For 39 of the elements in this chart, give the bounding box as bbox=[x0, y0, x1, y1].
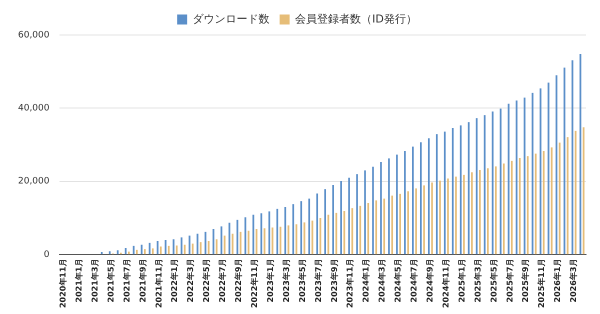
x-tick-label: 2023年5月 bbox=[298, 258, 307, 302]
y-tick-label: 40,000 bbox=[18, 104, 50, 114]
x-tick-label: 2023年9月 bbox=[330, 258, 339, 302]
x-tick-label: 2026年3月 bbox=[569, 258, 578, 302]
x-tick-label: 2023年11月 bbox=[346, 258, 355, 308]
legend-label: ダウンロード数 bbox=[192, 12, 270, 26]
x-tick-label: 2026年1月 bbox=[553, 258, 562, 302]
x-tick-label: 2025年1月 bbox=[457, 258, 466, 302]
y-tick-label: 20,000 bbox=[18, 176, 50, 187]
x-tick-label: 2025年7月 bbox=[505, 258, 514, 302]
x-tick-label: 2022年7月 bbox=[218, 258, 228, 302]
y-tick-label: 0 bbox=[44, 250, 50, 260]
x-tick-label: 2022年5月 bbox=[202, 258, 212, 302]
x-tick-label: 2021年5月 bbox=[106, 258, 116, 302]
x-tick-label: 2024年11月 bbox=[441, 258, 450, 308]
x-tick-label: 2022年11月 bbox=[250, 258, 260, 308]
x-tick-label: 2025年9月 bbox=[521, 258, 530, 302]
x-tick-label: 2021年1月 bbox=[74, 258, 84, 302]
x-tick-label: 2020年11月 bbox=[58, 258, 68, 308]
x-tick-label: 2023年1月 bbox=[266, 258, 275, 302]
x-tick-label: 2024年9月 bbox=[426, 258, 435, 302]
x-tick-label: 2025年5月 bbox=[489, 258, 498, 302]
y-tick-label: 60,000 bbox=[18, 30, 50, 40]
x-tick-label: 2022年3月 bbox=[186, 258, 196, 302]
x-tick-label: 2021年11月 bbox=[154, 258, 164, 308]
x-tick-label: 2022年1月 bbox=[170, 258, 180, 302]
x-tick-label: 2025年11月 bbox=[537, 258, 546, 308]
x-tick-label: 2024年5月 bbox=[394, 258, 403, 302]
x-tick-label: 2024年1月 bbox=[362, 258, 371, 302]
x-tick-label: 2021年3月 bbox=[90, 258, 100, 302]
x-tick-label: 2025年3月 bbox=[473, 258, 482, 302]
x-tick-label: 2024年3月 bbox=[378, 258, 387, 302]
x-tick-label: 2022年9月 bbox=[234, 258, 244, 302]
x-tick-label: 2021年7月 bbox=[122, 258, 132, 302]
x-tick-label: 2021年9月 bbox=[138, 258, 148, 302]
x-tick-label: 2024年7月 bbox=[410, 258, 419, 302]
legend-label: 会員登録者数（ID発行） bbox=[295, 12, 417, 26]
x-tick-label: 2023年7月 bbox=[314, 258, 323, 302]
x-tick-label: 2023年3月 bbox=[282, 258, 291, 302]
